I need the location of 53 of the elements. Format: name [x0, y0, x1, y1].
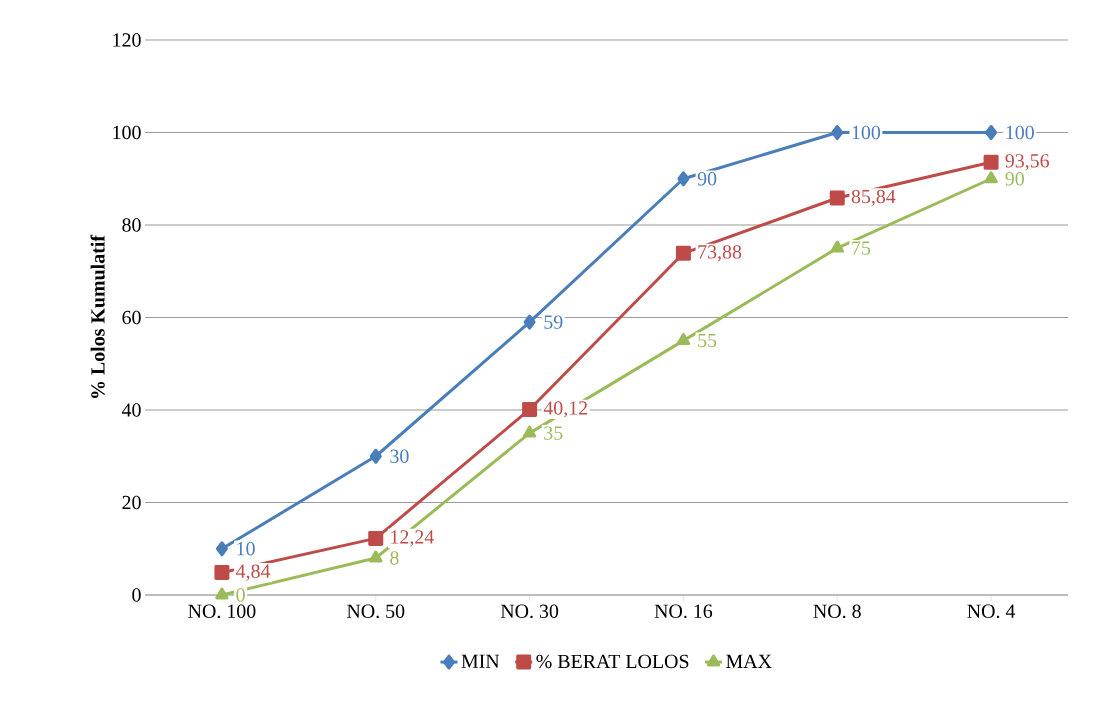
y-tick-label: 100 — [113, 125, 141, 140]
point — [369, 550, 383, 563]
x-tick-label: NO. 4 — [967, 604, 1016, 618]
point — [369, 448, 382, 464]
point — [829, 190, 845, 206]
y-tick-label: 120 — [113, 33, 141, 47]
y-axis-title: % Lolos Kumulatif — [90, 234, 105, 398]
y-tick-label: 80 — [122, 218, 141, 232]
point — [522, 425, 537, 438]
data-label: 100 — [1006, 125, 1034, 140]
data-label: 75 — [852, 241, 871, 255]
point — [984, 171, 998, 184]
x-tick-label: NO. 8 — [813, 604, 861, 619]
data-label: 59 — [544, 315, 563, 329]
data-label: 0 — [236, 588, 245, 602]
point — [675, 245, 691, 261]
data-label: 93,56 — [1005, 154, 1050, 171]
x-tick-label: NO. 16 — [654, 604, 713, 618]
point — [522, 401, 538, 417]
point — [983, 154, 999, 170]
data-label: 35 — [544, 426, 563, 440]
data-label: 10 — [237, 542, 255, 556]
x-tick-label: NO. 30 — [500, 604, 559, 619]
data-label: 40,12 — [543, 401, 588, 418]
legend-label: % BERAT LOLOS — [536, 654, 689, 669]
data-label: 12,24 — [391, 530, 434, 547]
data-label: 100 — [852, 125, 881, 140]
y-tick-label: 40 — [121, 403, 141, 417]
data-label: 73,88 — [698, 245, 742, 262]
point — [677, 171, 690, 187]
point — [214, 565, 230, 581]
data-label: 8 — [390, 551, 399, 565]
x-tick-label: NO. 100 — [188, 604, 256, 619]
y-tick-label: 0 — [132, 588, 141, 602]
point — [215, 541, 228, 557]
y-tick-label: 60 — [122, 310, 141, 325]
point — [985, 125, 998, 140]
data-label: 85,84 — [851, 189, 896, 207]
point — [831, 125, 844, 140]
y-tick-label: 20 — [122, 495, 141, 510]
point — [215, 587, 229, 600]
data-label: 4,84 — [236, 564, 271, 581]
point — [368, 530, 384, 546]
x-tick-label: NO. 50 — [347, 604, 405, 619]
point — [830, 240, 844, 253]
data-label: 30 — [390, 449, 409, 463]
data-label: 90 — [697, 172, 717, 186]
legend-label: MAX — [726, 654, 772, 668]
data-label: 55 — [698, 334, 717, 348]
data-label: 90 — [1005, 172, 1024, 186]
legend-label: MIN — [461, 654, 500, 668]
point — [523, 314, 536, 330]
point — [676, 333, 691, 346]
